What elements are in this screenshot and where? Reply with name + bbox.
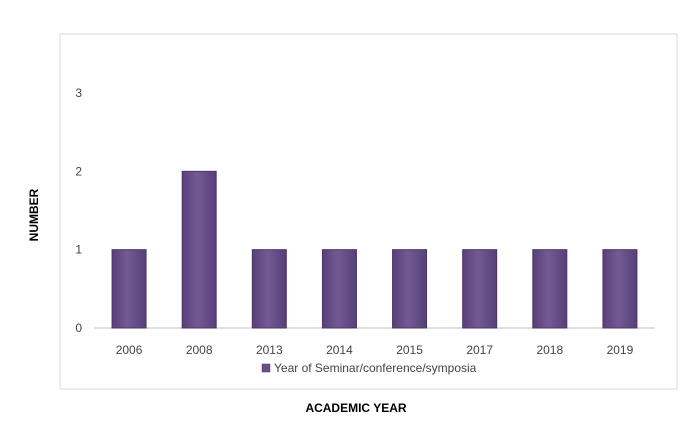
x-tick-label: 2018: [536, 343, 563, 357]
legend-label: Year of Seminar/conference/symposia: [274, 361, 477, 375]
x-tick-label: 2008: [186, 343, 213, 357]
bar-2014: [321, 249, 357, 329]
y-axis-title: NUMBER: [27, 188, 41, 241]
x-tick-label: 2015: [396, 343, 423, 357]
y-tick-label: 1: [75, 243, 82, 257]
bar-2017: [462, 249, 498, 329]
bar-2018: [532, 249, 568, 329]
legend-swatch: [261, 363, 271, 373]
x-tick-label: 2014: [326, 343, 353, 357]
x-tick-label: 2006: [116, 343, 143, 357]
bar-2008: [181, 170, 217, 329]
chart-frame: [59, 33, 678, 390]
y-tick-label: 0: [75, 321, 82, 335]
bar-2013: [251, 249, 287, 329]
bar-2019: [602, 249, 638, 329]
x-tick-label: 2017: [466, 343, 493, 357]
bar-2015: [392, 249, 428, 329]
x-axis-ticks: 2006 2008 2013 2014 2015 2017 2018 2019: [116, 343, 634, 357]
x-tick-label: 2013: [256, 343, 283, 357]
y-axis-ticks: 0 1 2 3: [75, 86, 82, 335]
bar-2006: [111, 249, 147, 329]
x-axis-title: ACADEMIC YEAR: [305, 401, 406, 415]
y-tick-label: 2: [75, 164, 82, 178]
legend: Year of Seminar/conference/symposia: [261, 361, 477, 375]
y-tick-label: 3: [75, 86, 82, 100]
x-tick-label: 2019: [607, 343, 634, 357]
bars: [111, 170, 638, 329]
